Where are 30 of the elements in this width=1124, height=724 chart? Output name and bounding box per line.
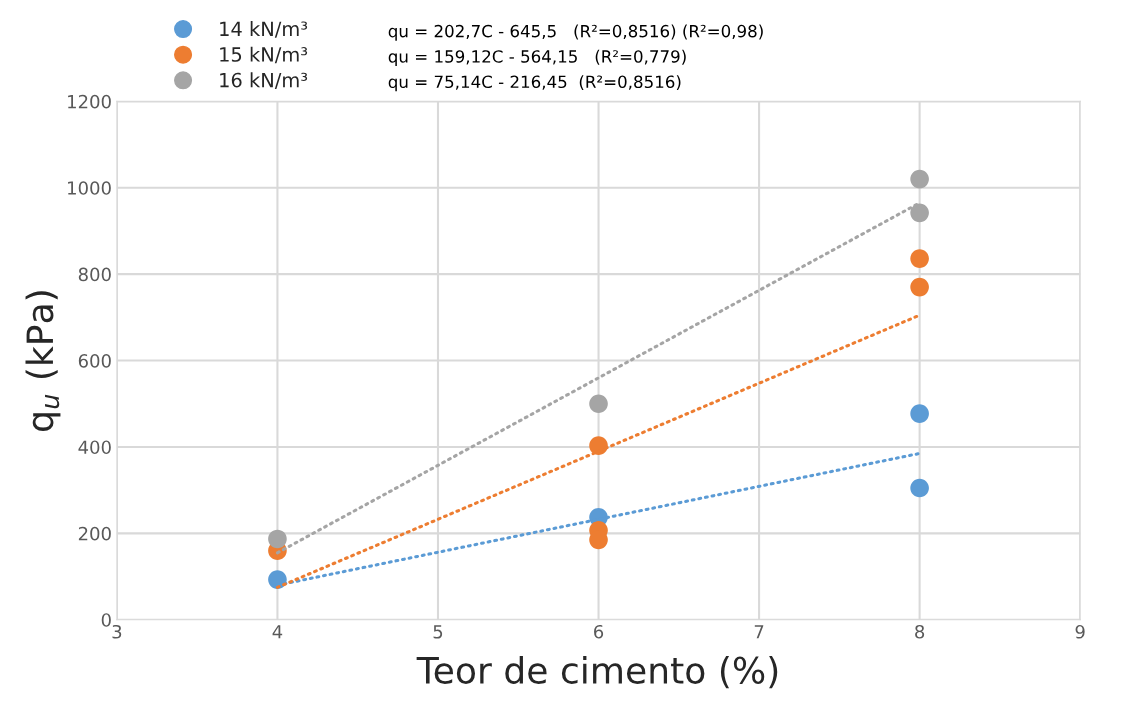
- legend-label: 15 kN/m³: [220, 46, 308, 64]
- x-tick-label: 8: [915, 624, 925, 639]
- y-tick-label: 800: [78, 267, 111, 282]
- y-tick-label: 200: [78, 526, 111, 541]
- x-tick-label: 5: [433, 625, 443, 639]
- y-tick-label: 0: [101, 613, 111, 627]
- x-axis-title: Teor de cimento (%): [416, 655, 778, 689]
- legend-label: 16 kN/m³: [220, 72, 308, 89]
- point: [268, 529, 287, 549]
- y-axis-title: q$_{u}$ (kPa): [25, 291, 61, 431]
- y-tick-label: 400: [78, 440, 111, 455]
- point: [910, 404, 929, 423]
- x-tick-label: 3: [112, 624, 122, 639]
- y-tick-label: 1200: [68, 94, 111, 109]
- point: [910, 249, 929, 268]
- text: qu = 75,14C - 216,45 (R²=0,8516): [388, 75, 681, 92]
- text: qu = 159,12C - 564,15 (R²=0,779): [388, 49, 686, 66]
- x-tick-label: 4: [272, 625, 283, 639]
- x-tick-label: 6: [594, 624, 604, 639]
- point: [910, 169, 929, 189]
- legend-label: 14 kN/m³: [220, 21, 308, 38]
- x-tick-label: 7: [754, 625, 764, 639]
- y-tick-label: 600: [78, 354, 111, 368]
- point: [910, 478, 929, 498]
- x-tick-label: 9: [1075, 624, 1085, 639]
- y-tick-label: 1000: [68, 181, 111, 195]
- text: qu = 202,7C - 645,5 (R²=0,8516) (R²=0,98): [388, 24, 763, 41]
- point: [910, 203, 929, 223]
- point: [910, 277, 929, 297]
- point: [589, 394, 608, 414]
